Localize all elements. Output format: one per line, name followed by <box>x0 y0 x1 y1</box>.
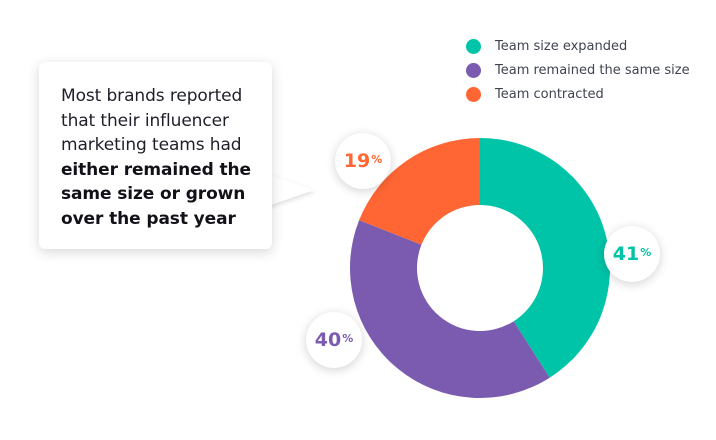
legend-item-expanded: Team size expanded <box>466 34 690 58</box>
callout-text: Most brands reported that their influenc… <box>61 84 266 231</box>
legend-label-same: Team remained the same size <box>495 62 690 78</box>
data-label-contracted-unit: % <box>371 152 383 166</box>
donut-slice-contracted <box>359 138 480 245</box>
data-label-contracted-value: 19 <box>343 150 371 172</box>
data-label-same-unit: % <box>342 331 354 345</box>
donut-slice-expanded <box>480 138 611 378</box>
chart-legend: Team size expanded Team remained the sam… <box>466 34 690 106</box>
legend-label-contracted: Team contracted <box>495 86 604 102</box>
callout-text-bold: either remained the same size or grown o… <box>61 159 251 229</box>
callout-pointer <box>268 174 314 206</box>
callout-box: Most brands reported that their influenc… <box>39 62 272 249</box>
legend-dot-contracted <box>466 86 481 102</box>
legend-item-contracted: Team contracted <box>466 82 690 106</box>
data-label-same-value: 40 <box>314 329 342 351</box>
data-label-expanded: 41% <box>604 226 660 282</box>
legend-dot-expanded <box>466 38 481 54</box>
callout-text-plain: Most brands reported that their influenc… <box>61 86 243 155</box>
data-label-same: 40% <box>306 312 362 368</box>
legend-item-same: Team remained the same size <box>466 58 690 82</box>
data-label-expanded-unit: % <box>640 245 652 259</box>
data-label-expanded-value: 41 <box>612 243 640 265</box>
legend-label-expanded: Team size expanded <box>495 38 628 54</box>
legend-dot-same <box>466 62 481 78</box>
data-label-contracted: 19% <box>335 133 391 189</box>
donut-slice-same <box>350 220 550 398</box>
